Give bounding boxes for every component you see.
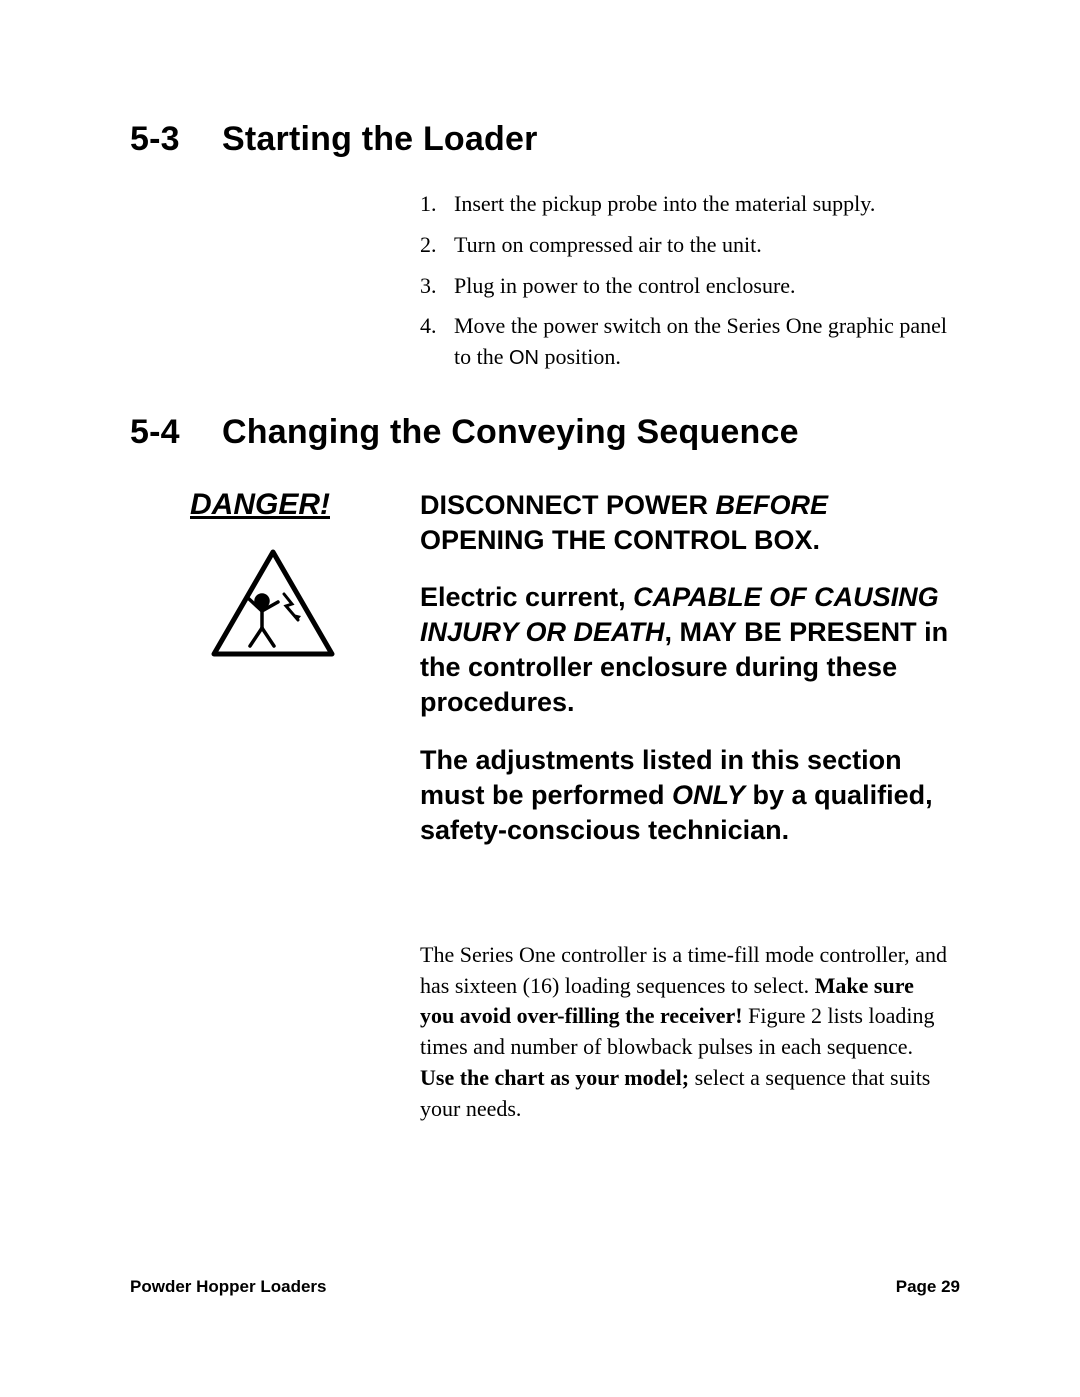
on-keyword: ON: [509, 347, 539, 369]
electric-shock-warning-icon: [208, 546, 338, 666]
emphasis-only: ONLY: [672, 780, 745, 810]
section-number: 5-3: [130, 120, 222, 159]
step-item: 3. Plug in power to the control enclosur…: [420, 271, 950, 302]
danger-paragraph: The adjustments listed in this section m…: [420, 743, 960, 848]
section-title: Changing the Conveying Sequence: [222, 413, 799, 451]
step-number: 1.: [420, 189, 454, 220]
step-number: 4.: [420, 311, 454, 373]
step-number: 3.: [420, 271, 454, 302]
footer-left: Powder Hopper Loaders: [130, 1277, 326, 1297]
section-title: Starting the Loader: [222, 120, 538, 158]
danger-paragraph: DISCONNECT POWER BEFORE OPENING THE CONT…: [420, 488, 960, 558]
danger-block: DANGER!: [130, 488, 960, 870]
step-text-fragment: position.: [539, 344, 621, 369]
step-text: Turn on compressed air to the unit.: [454, 230, 950, 261]
step-item: 2. Turn on compressed air to the unit.: [420, 230, 950, 261]
section-5-4-body: The Series One controller is a time-fill…: [420, 940, 950, 1125]
step-text: Plug in power to the control enclosure.: [454, 271, 950, 302]
emphasis-before: BEFORE: [716, 490, 829, 520]
body-bold-fragment: Use the chart as your model;: [420, 1065, 689, 1090]
text-fragment: OPENING THE CONTROL BOX.: [420, 525, 820, 555]
danger-paragraph: Electric current, CAPABLE OF CAUSING INJ…: [420, 580, 960, 720]
document-page: 5-3Starting the Loader 1. Insert the pic…: [0, 0, 1080, 1397]
section-number: 5-4: [130, 413, 222, 452]
text-fragment: Electric current,: [420, 582, 633, 612]
step-number: 2.: [420, 230, 454, 261]
step-item: 1. Insert the pickup probe into the mate…: [420, 189, 950, 220]
footer-right: Page 29: [896, 1277, 960, 1297]
section-5-3-body: 1. Insert the pickup probe into the mate…: [420, 189, 950, 373]
danger-label: DANGER!: [190, 488, 330, 522]
steps-list: 1. Insert the pickup probe into the mate…: [420, 189, 950, 373]
step-item: 4. Move the power switch on the Series O…: [420, 311, 950, 373]
danger-text: DISCONNECT POWER BEFORE OPENING THE CONT…: [420, 488, 960, 870]
page-footer: Powder Hopper Loaders Page 29: [130, 1277, 960, 1297]
danger-left-column: DANGER!: [130, 488, 420, 870]
section-5-4-heading: 5-4Changing the Conveying Sequence: [130, 413, 960, 452]
section-5-3-heading: 5-3Starting the Loader: [130, 120, 960, 159]
text-fragment: DISCONNECT POWER: [420, 490, 716, 520]
step-text: Move the power switch on the Series One …: [454, 311, 950, 373]
step-text: Insert the pickup probe into the materia…: [454, 189, 950, 220]
